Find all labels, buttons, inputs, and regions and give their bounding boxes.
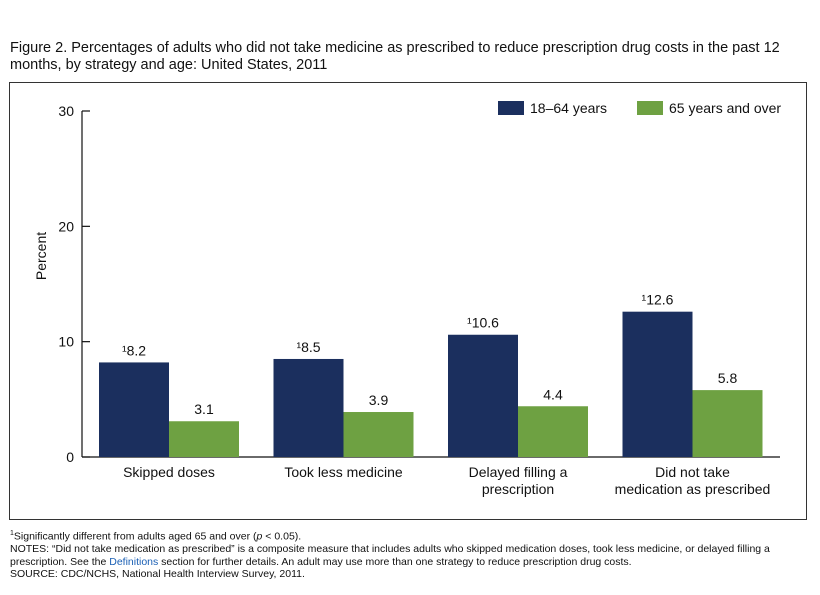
category-label: Did not take (655, 464, 730, 480)
category-label: prescription (482, 481, 554, 497)
definitions-link[interactable]: Definitions (109, 555, 159, 568)
bar-age-18-64 (99, 362, 169, 457)
bar-value-label: 3.9 (369, 392, 389, 408)
chart-frame: 0 10 20 30 Percent ¹8.2 3.1 Skipped doses ¹8.5 3.… (9, 82, 807, 520)
footnote-tail: < 0.05). (262, 530, 302, 543)
y-tick-label: 0 (66, 449, 74, 465)
bar-value-label: 4.4 (543, 386, 563, 402)
source-line: SOURCE: CDC/NCHS, National Health Interv… (10, 568, 305, 580)
bar-age-65-plus (692, 390, 763, 457)
legend-label: 18–64 years (530, 100, 607, 116)
bar-value-label: ¹10.6 (467, 315, 499, 331)
y-axis-title: Percent (33, 232, 49, 280)
bar-value-label: 3.1 (194, 401, 214, 417)
bar-value-label: ¹8.2 (122, 342, 146, 358)
legend-swatch (498, 101, 524, 115)
chart-notes: 1Significantly different from adults age… (10, 528, 810, 581)
notes-paragraph: NOTES: “Did not take medication as presc… (10, 543, 810, 568)
bar-age-18-64 (448, 334, 518, 457)
bar-chart: 0 10 20 30 Percent ¹8.2 3.1 Skipped doses ¹8.5 3.… (33, 100, 781, 497)
category-label: Took less medicine (284, 464, 402, 480)
category-label: Delayed filling a (469, 464, 568, 480)
bar-age-18-64 (622, 311, 693, 457)
y-tick-label: 20 (58, 218, 74, 234)
y-tick-label: 30 (58, 103, 74, 119)
y-tick-label: 10 (58, 334, 74, 350)
notes-text-b: section for further details. An adult ma… (158, 555, 632, 568)
footnote: 1Significantly different from adults age… (10, 528, 810, 543)
bar-value-label: 5.8 (718, 370, 738, 386)
legend-label: 65 years and over (669, 100, 781, 116)
bar-age-65-plus (343, 412, 414, 457)
category-label: medication as prescribed (615, 481, 771, 497)
footnote-marker: 1 (10, 530, 14, 537)
bar-age-65-plus (169, 421, 239, 457)
bar-value-label: ¹8.5 (296, 339, 320, 355)
category-label: Skipped doses (123, 464, 215, 480)
footnote-text: Significantly different from adults aged… (13, 530, 257, 543)
bar-age-65-plus (518, 406, 588, 457)
bar-age-18-64 (273, 358, 344, 457)
notes-text-a: NOTES: “Did not take medication as presc… (10, 543, 770, 568)
bar-value-label: ¹12.6 (642, 292, 674, 308)
legend-swatch (637, 101, 663, 115)
figure-title: Figure 2. Percentages of adults who did … (10, 40, 780, 73)
footnote-p: p (256, 530, 263, 543)
